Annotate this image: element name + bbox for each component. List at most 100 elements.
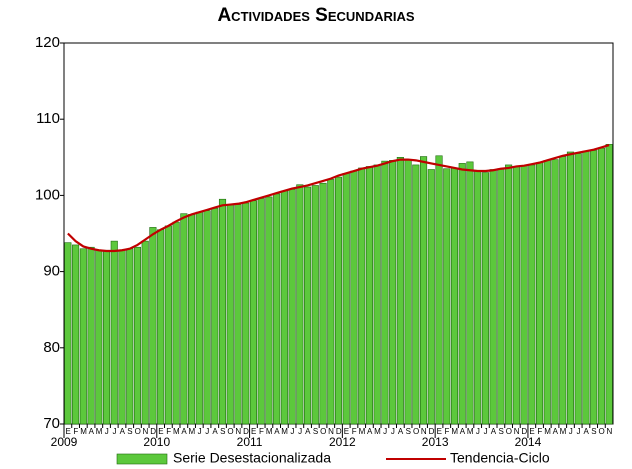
x-tick-label: J xyxy=(105,427,109,436)
x-tick-label: M xyxy=(188,427,195,436)
bar xyxy=(188,214,196,425)
x-tick-label: O xyxy=(506,427,512,436)
bar xyxy=(396,157,404,425)
x-tick-label: S xyxy=(220,427,225,436)
legend-label: Tendencia-Ciclo xyxy=(450,450,550,466)
bar xyxy=(87,246,95,425)
bar xyxy=(157,229,165,425)
x-tick-label: E xyxy=(344,427,349,436)
x-tick-label: J xyxy=(113,427,117,436)
legend-swatch xyxy=(116,453,168,465)
x-tick-label: E xyxy=(65,427,70,436)
x-tick-label: J xyxy=(290,427,294,436)
x-tick-label: A xyxy=(120,427,126,436)
bar xyxy=(203,210,211,425)
bar xyxy=(95,249,103,425)
x-tick-label: M xyxy=(359,427,366,436)
x-tick-label: E xyxy=(529,427,534,436)
bar xyxy=(551,159,559,425)
x-tick-label: M xyxy=(96,427,103,436)
bar xyxy=(342,173,350,425)
x-tick-label: J xyxy=(383,427,387,436)
bar xyxy=(311,185,319,425)
x-tick-label: M xyxy=(80,427,87,436)
bar xyxy=(133,246,142,425)
x-tick-label: E xyxy=(158,427,163,436)
bar xyxy=(118,249,126,425)
bar xyxy=(249,200,257,425)
x-tick-label: J xyxy=(205,427,209,436)
year-label: 2012 xyxy=(329,435,356,449)
bar xyxy=(126,248,134,425)
x-tick-label: O xyxy=(413,427,419,436)
x-tick-label: N xyxy=(514,427,520,436)
bar xyxy=(218,198,227,425)
bar xyxy=(466,161,474,425)
bar xyxy=(489,169,497,425)
bar xyxy=(566,151,575,425)
bar xyxy=(481,172,489,425)
chart-title: Actividades Secundarias xyxy=(217,5,414,26)
year-label: 2009 xyxy=(51,435,78,449)
x-tick-label: M xyxy=(560,427,567,436)
bar xyxy=(141,240,149,425)
bar xyxy=(334,176,343,425)
bar xyxy=(296,184,304,425)
x-tick-label: A xyxy=(398,427,404,436)
x-tick-label: J xyxy=(476,427,480,436)
x-tick-label: N xyxy=(328,427,334,436)
bar xyxy=(110,240,118,425)
x-tick-label: E xyxy=(251,427,256,436)
x-tick-label: J xyxy=(569,427,573,436)
x-tick-label: J xyxy=(298,427,302,436)
bar xyxy=(427,169,435,425)
bar xyxy=(72,244,80,425)
year-label: 2011 xyxy=(237,435,263,449)
x-tick-label: M xyxy=(281,427,288,436)
year-label: 2014 xyxy=(515,435,542,449)
bar xyxy=(450,167,459,425)
bar xyxy=(528,164,536,425)
x-tick-label: J xyxy=(484,427,488,436)
x-tick-label: O xyxy=(320,427,326,436)
bar xyxy=(520,165,528,425)
bar xyxy=(273,193,281,425)
year-label: 2013 xyxy=(422,435,449,449)
x-tick-label: J xyxy=(391,427,395,436)
bar xyxy=(149,227,157,425)
bar xyxy=(234,204,242,425)
y-tick-label: 90 xyxy=(43,263,60,280)
bar xyxy=(505,164,513,425)
x-tick-label: A xyxy=(553,427,559,436)
x-tick-label: D xyxy=(521,427,527,436)
bar xyxy=(435,155,443,425)
bar xyxy=(381,160,389,425)
bar xyxy=(458,163,466,425)
x-tick-label: N xyxy=(235,427,241,436)
x-tick-label: A xyxy=(491,427,497,436)
bar xyxy=(497,168,505,425)
year-label: 2010 xyxy=(143,435,170,449)
x-tick-label: D xyxy=(243,427,249,436)
x-tick-label: S xyxy=(498,427,503,436)
x-tick-label: A xyxy=(89,427,95,436)
bar xyxy=(180,213,188,425)
bar xyxy=(288,189,296,425)
bar xyxy=(350,170,358,425)
x-tick-label: S xyxy=(127,427,132,436)
y-tick-label: 100 xyxy=(35,186,60,203)
bar xyxy=(373,164,381,425)
bar xyxy=(211,208,219,425)
x-tick-label: A xyxy=(212,427,218,436)
bar xyxy=(280,190,288,425)
x-tick-label: F xyxy=(166,427,171,436)
y-tick-label: 70 xyxy=(43,415,60,432)
x-tick-label: F xyxy=(73,427,78,436)
trend-line xyxy=(67,144,610,253)
x-tick-label: M xyxy=(173,427,180,436)
x-tick-label: A xyxy=(181,427,187,436)
x-tick-label: M xyxy=(451,427,458,436)
x-tick-label: O xyxy=(135,427,141,436)
bar xyxy=(172,221,180,425)
